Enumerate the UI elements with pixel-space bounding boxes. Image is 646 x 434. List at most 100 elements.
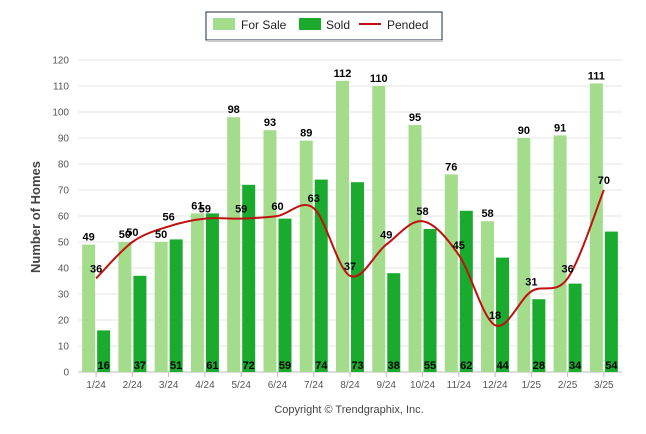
label-for-sale: 112 <box>334 68 352 80</box>
pended-line <box>95 189 605 327</box>
label-pended: 31 <box>525 276 537 288</box>
label-pended: 36 <box>561 263 573 275</box>
label-for-sale: 110 <box>370 73 388 85</box>
bar-for-sale <box>408 125 422 372</box>
label-for-sale: 50 <box>119 229 131 241</box>
label-sold: 54 <box>605 360 618 372</box>
bar-for-sale <box>481 221 495 372</box>
x-tick-label: 12/24 <box>483 380 508 391</box>
label-pended: 63 <box>308 193 320 205</box>
label-for-sale: 90 <box>518 125 530 137</box>
label-pended: 70 <box>598 175 610 187</box>
y-tick-label: 40 <box>58 264 70 275</box>
bar-for-sale <box>82 244 96 372</box>
axes: Number of Homes 0 10 20 30 40 50 60 70 80 90 100 11… <box>28 56 614 392</box>
label-pended: 36 <box>90 263 102 275</box>
label-sold: 44 <box>496 360 509 372</box>
x-tick-label: 9/24 <box>377 380 397 391</box>
bar-for-sale <box>154 242 168 372</box>
label-pended: 58 <box>416 206 428 218</box>
bars <box>82 80 618 373</box>
label-sold: 51 <box>170 360 182 372</box>
label-pended: 59 <box>235 204 247 216</box>
y-tick-label: 90 <box>58 134 70 145</box>
y-tick-label: 10 <box>58 342 70 353</box>
bar-sold <box>169 239 183 372</box>
bar-sold <box>205 213 219 372</box>
legend-label-for-sale: For Sale <box>241 18 287 32</box>
label-for-sale: 89 <box>300 128 312 140</box>
label-pended: 18 <box>489 310 501 322</box>
x-tick-label: 8/24 <box>340 380 360 391</box>
label-for-sale: 98 <box>228 104 240 116</box>
bar-sold <box>351 182 364 372</box>
bar-for-sale <box>118 242 132 372</box>
y-tick-label: 70 <box>58 186 70 197</box>
label-pended: 56 <box>163 211 175 223</box>
bar-for-sale <box>263 130 277 372</box>
y-tick-label: 0 <box>63 368 69 379</box>
label-sold: 61 <box>206 360 218 372</box>
x-tick-label: 7/24 <box>304 380 324 391</box>
bar-sold <box>133 275 147 372</box>
label-sold: 34 <box>569 360 582 372</box>
y-tick-label: 110 <box>53 82 69 93</box>
bar-for-sale <box>336 80 349 373</box>
label-for-sale: 93 <box>264 117 276 129</box>
y-axis-title: Number of Homes <box>28 161 43 273</box>
bar-for-sale <box>299 140 313 372</box>
label-sold: 74 <box>315 360 328 372</box>
label-pended: 49 <box>380 230 392 242</box>
bar-sold <box>496 257 510 372</box>
bar-sold <box>568 283 582 372</box>
bar-for-sale <box>589 83 603 373</box>
copyright-text: Copyright © Trendgraphix, Inc. <box>274 404 423 416</box>
legend: For Sale Sold Pended <box>205 11 443 42</box>
label-sold: 73 <box>351 360 363 372</box>
y-tick-label: 50 <box>58 238 70 249</box>
label-pended: 37 <box>344 261 356 273</box>
x-tick-label: 2/24 <box>123 380 143 391</box>
label-sold: 37 <box>134 360 146 372</box>
bar-for-sale <box>444 174 458 372</box>
label-for-sale: 95 <box>409 112 421 124</box>
label-pended: 60 <box>271 201 283 213</box>
grid <box>78 59 622 373</box>
bar-sold <box>604 231 618 372</box>
x-tick-label: 2/25 <box>558 380 578 391</box>
bar-for-sale <box>517 138 531 372</box>
legend-swatch-sold <box>299 18 321 30</box>
label-pended: 50 <box>126 227 138 239</box>
label-sold: 62 <box>460 360 472 372</box>
x-tick-label: 5/24 <box>231 380 251 391</box>
label-for-sale: 58 <box>481 208 493 220</box>
legend-box <box>205 11 443 41</box>
y-tick-label: 100 <box>52 108 69 119</box>
bar-for-sale <box>372 86 386 372</box>
label-for-sale: 91 <box>554 122 566 134</box>
y-tick-label: 120 <box>52 56 69 67</box>
bar-sold <box>97 330 111 372</box>
label-sold: 38 <box>388 360 400 372</box>
bar-sold <box>278 218 292 372</box>
label-sold: 28 <box>533 360 545 372</box>
bar-sold <box>242 184 256 372</box>
x-tick-label: 1/24 <box>86 380 106 391</box>
y-tick-label: 60 <box>58 212 70 223</box>
label-for-sale: 76 <box>445 161 457 173</box>
x-tick-label: 3/25 <box>594 380 614 391</box>
x-tick-label: 10/24 <box>410 380 435 391</box>
label-for-sale: 49 <box>83 232 95 244</box>
label-for-sale: 50 <box>155 229 167 241</box>
bar-for-sale <box>553 135 567 372</box>
bar-for-sale <box>227 117 241 372</box>
legend-label-pended: Pended <box>387 18 428 32</box>
bar-sold <box>532 299 546 372</box>
x-tick-label: 4/24 <box>195 380 215 391</box>
label-for-sale: 61 <box>191 200 203 212</box>
y-tick-label: 30 <box>58 290 70 301</box>
label-pended: 45 <box>453 240 465 252</box>
